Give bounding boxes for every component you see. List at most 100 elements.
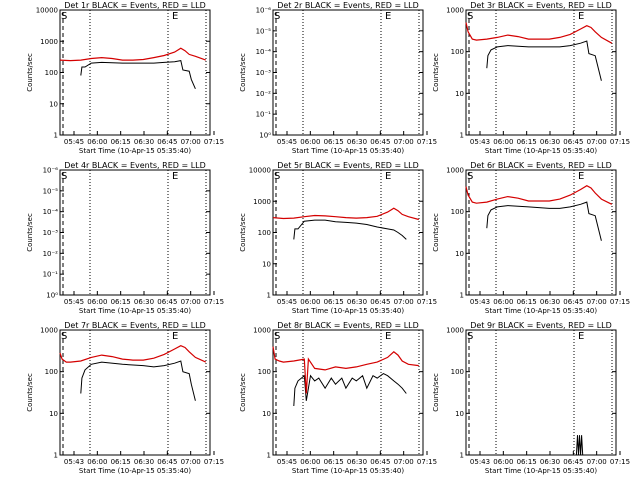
plot-frame bbox=[59, 169, 211, 296]
x-tick-label: 07:00 bbox=[181, 138, 201, 146]
end-marker: E bbox=[385, 11, 391, 22]
y-tick-label: 1000 bbox=[40, 38, 58, 46]
y-tick-label: 10 bbox=[262, 410, 271, 418]
y-axis-label: Counts/sec bbox=[432, 53, 440, 92]
start-marker: S bbox=[467, 331, 473, 342]
x-tick-label: 06:15 bbox=[111, 138, 131, 146]
y-tick-label: 10⁻⁵ bbox=[256, 27, 272, 35]
y-tick-label: 1 bbox=[54, 452, 58, 460]
panel-4: Det 4r BLACK = Events, RED = LLD 10⁰ 10⁻¹ 1… bbox=[26, 161, 224, 315]
y-tick-label: 100 bbox=[451, 208, 464, 216]
start-marker: S bbox=[274, 171, 280, 182]
x-tick-label: 05:45 bbox=[64, 298, 84, 306]
y-tick-label: 10⁻² bbox=[43, 250, 59, 258]
y-tick-label: 10 bbox=[49, 100, 58, 108]
y-axis-label: Counts/sec bbox=[432, 373, 440, 412]
y-tick-label: 10⁰ bbox=[259, 132, 271, 140]
x-tick-label: 07:00 bbox=[394, 298, 414, 306]
plot-frame bbox=[465, 329, 617, 456]
end-marker: E bbox=[172, 331, 178, 342]
panel-8: Det 8r BLACK = Events, RED = LLD 1 10 100 10… bbox=[239, 321, 437, 475]
y-tick-label: 10 bbox=[262, 260, 271, 268]
y-tick-label: 10⁻¹ bbox=[256, 111, 272, 119]
x-tick-label: 05:43 bbox=[470, 138, 490, 146]
y-tick-label: 10⁻⁵ bbox=[43, 187, 59, 195]
y-tick-label: 10⁻¹ bbox=[43, 271, 59, 279]
panel-2: Det 2r BLACK = Events, RED = LLD 10⁰ 10⁻¹ 1… bbox=[239, 1, 437, 155]
x-tick-label: 06:45 bbox=[563, 458, 583, 466]
y-tick-label: 10⁻⁴ bbox=[43, 208, 59, 216]
x-axis-label: Start Time (10-Apr-15 05:35:40) bbox=[485, 307, 597, 315]
x-tick-label: 06:00 bbox=[87, 138, 107, 146]
y-tick-label: 10 bbox=[455, 90, 464, 98]
x-tick-label: 06:00 bbox=[87, 298, 107, 306]
panel-title: Det 8r BLACK = Events, RED = LLD bbox=[277, 321, 419, 330]
series-events bbox=[293, 219, 407, 240]
x-tick-label: 05:43 bbox=[470, 458, 490, 466]
x-tick-label: 07:00 bbox=[181, 298, 201, 306]
y-tick-label: 1 bbox=[267, 452, 271, 460]
series-events bbox=[80, 360, 196, 401]
series-lld bbox=[465, 185, 613, 205]
x-tick-label: 06:30 bbox=[134, 458, 154, 466]
x-tick-label: 07:15 bbox=[417, 458, 437, 466]
x-tick-label: 07:15 bbox=[204, 458, 224, 466]
x-tick-label: 07:15 bbox=[204, 138, 224, 146]
plot-frame bbox=[59, 9, 211, 136]
end-marker: E bbox=[385, 171, 391, 182]
series-lld bbox=[272, 346, 419, 394]
series-lld bbox=[59, 47, 207, 62]
x-tick-label: 06:15 bbox=[324, 138, 344, 146]
panel-title: Det 1r BLACK = Events, RED = LLD bbox=[64, 1, 206, 10]
y-tick-label: 1000 bbox=[446, 327, 464, 335]
start-marker: S bbox=[274, 11, 280, 22]
y-tick-label: 1000 bbox=[446, 167, 464, 175]
x-tick-label: 06:15 bbox=[517, 458, 537, 466]
y-tick-label: 1 bbox=[460, 292, 464, 300]
series-events bbox=[486, 201, 602, 241]
start-marker: S bbox=[61, 11, 67, 22]
x-tick-label: 07:15 bbox=[204, 298, 224, 306]
y-tick-label: 100 bbox=[45, 368, 58, 376]
y-axis-label: Counts/sec bbox=[432, 213, 440, 252]
y-axis-label: Counts/sec bbox=[26, 373, 34, 412]
x-tick-label: 07:15 bbox=[417, 138, 437, 146]
x-tick-label: 06:30 bbox=[134, 298, 154, 306]
end-marker: E bbox=[385, 331, 391, 342]
x-tick-label: 07:00 bbox=[587, 458, 607, 466]
y-tick-label: 1000 bbox=[446, 7, 464, 15]
x-axis-label: Start Time (10-Apr-15 05:35:40) bbox=[292, 467, 404, 475]
x-axis-label: Start Time (10-Apr-15 05:35:40) bbox=[79, 147, 191, 155]
x-tick-label: 06:45 bbox=[370, 458, 390, 466]
y-tick-label: 1000 bbox=[253, 327, 271, 335]
end-marker: E bbox=[172, 11, 178, 22]
y-tick-label: 1 bbox=[460, 132, 464, 140]
panel-title: Det 3r BLACK = Events, RED = LLD bbox=[470, 1, 612, 10]
x-tick-label: 06:45 bbox=[370, 138, 390, 146]
panel-title: Det 4r BLACK = Events, RED = LLD bbox=[64, 161, 206, 170]
x-tick-label: 06:30 bbox=[540, 138, 560, 146]
y-tick-label: 10⁻³ bbox=[43, 229, 59, 237]
y-tick-label: 10 bbox=[49, 410, 58, 418]
x-tick-label: 06:45 bbox=[157, 298, 177, 306]
x-tick-label: 05:43 bbox=[64, 458, 84, 466]
x-tick-label: 06:15 bbox=[324, 458, 344, 466]
x-tick-label: 07:15 bbox=[417, 298, 437, 306]
end-marker: E bbox=[172, 171, 178, 182]
x-tick-label: 06:30 bbox=[347, 298, 367, 306]
x-tick-label: 07:15 bbox=[610, 298, 630, 306]
panel-title: Det 7r BLACK = Events, RED = LLD bbox=[64, 321, 206, 330]
x-tick-label: 06:30 bbox=[347, 138, 367, 146]
plot-frame bbox=[272, 9, 424, 136]
panel-6: Det 6r BLACK = Events, RED = LLD 1 10 100 10… bbox=[432, 161, 630, 315]
plot-frame bbox=[465, 9, 617, 136]
y-tick-label: 1000 bbox=[40, 327, 58, 335]
y-axis-label: Counts/sec bbox=[239, 373, 247, 412]
x-tick-label: 06:00 bbox=[87, 458, 107, 466]
start-marker: S bbox=[274, 331, 280, 342]
x-tick-label: 06:45 bbox=[370, 298, 390, 306]
end-marker: E bbox=[578, 171, 584, 182]
x-tick-label: 07:00 bbox=[587, 138, 607, 146]
series-events bbox=[80, 60, 196, 89]
panel-title: Det 6r BLACK = Events, RED = LLD bbox=[470, 161, 612, 170]
